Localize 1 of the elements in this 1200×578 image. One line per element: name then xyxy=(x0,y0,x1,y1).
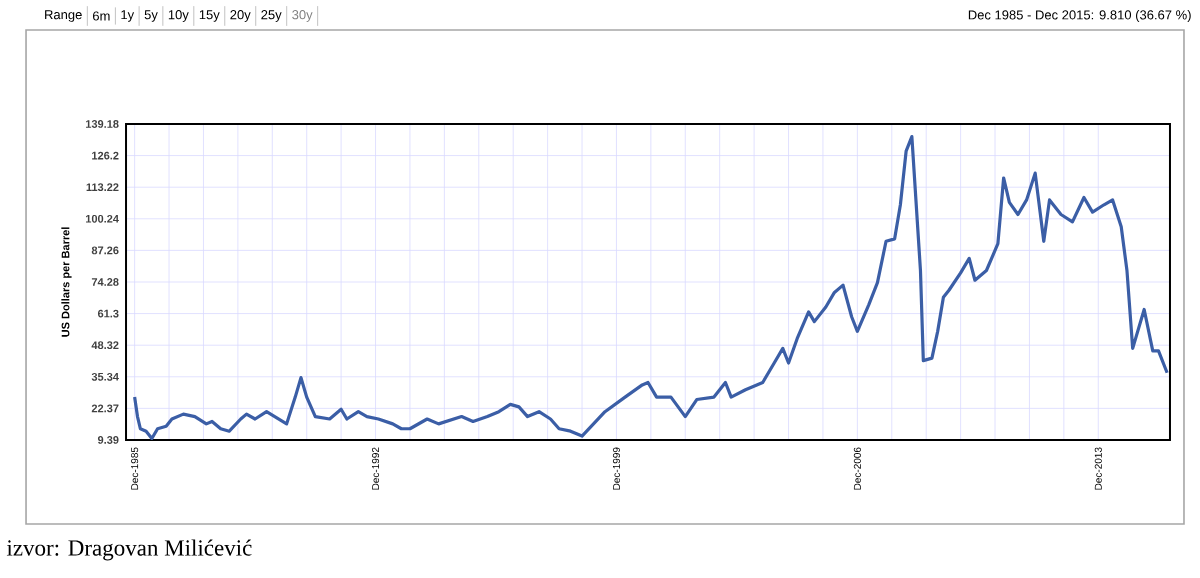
text: izvor: Dragovan Milićević xyxy=(6,539,252,561)
